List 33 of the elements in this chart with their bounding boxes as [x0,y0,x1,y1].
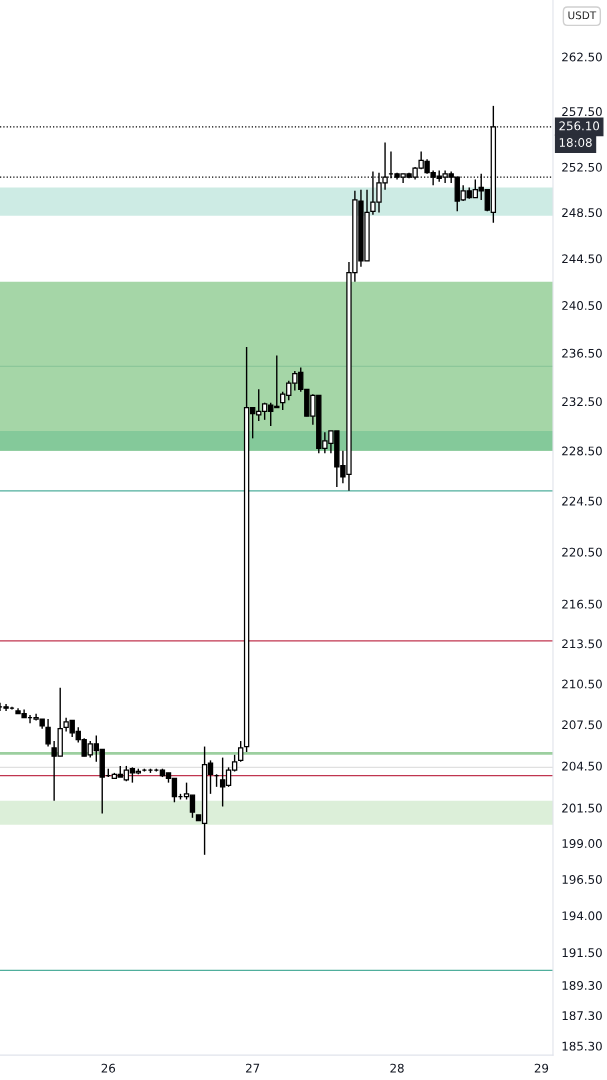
candlestick [237,740,244,763]
y-tick-label: 244.50 [562,254,602,264]
y-tick-label: 210.50 [562,679,602,689]
y-tick-label: 220.50 [562,547,602,557]
y-tick-label: 194.00 [562,911,602,921]
y-tick-label: 204.50 [562,761,602,771]
x-tick-label: 28 [390,1063,404,1073]
x-tick-label: 29 [534,1063,549,1073]
y-tick-label: 199.00 [562,839,602,849]
y-tick-label: 207.50 [562,720,602,730]
y-tick-label: 252.50 [562,162,602,172]
candlestick [45,718,51,748]
y-tick-label: 257.50 [562,107,602,117]
text: 18:08 [559,138,592,147]
ref-line-label: 256.10 [559,121,600,131]
y-tick-label: 185.30 [562,1041,602,1051]
y-tick-label: 216.50 [562,599,602,609]
y-tick-label: 224.50 [562,496,602,506]
y-tick-label: 262.50 [562,52,602,62]
x-tick-label: 27 [246,1063,260,1073]
y-tick-label: 196.50 [562,874,602,884]
y-tick-label: 248.50 [562,208,602,218]
y-tick-label: 201.50 [562,803,602,813]
y-tick-label: 232.50 [562,397,602,407]
text: USDT [568,11,597,20]
y-tick-label: 236.50 [562,348,602,358]
y-tick-label: 187.30 [562,1011,602,1021]
y-tick-label: 228.50 [562,446,602,456]
x-tick-label: 26 [101,1063,116,1073]
y-tick-label: 189.30 [562,981,602,990]
y-tick-label: 191.50 [562,948,602,958]
y-tick-label: 240.50 [562,301,602,311]
y-tick-label: 213.50 [562,639,602,649]
